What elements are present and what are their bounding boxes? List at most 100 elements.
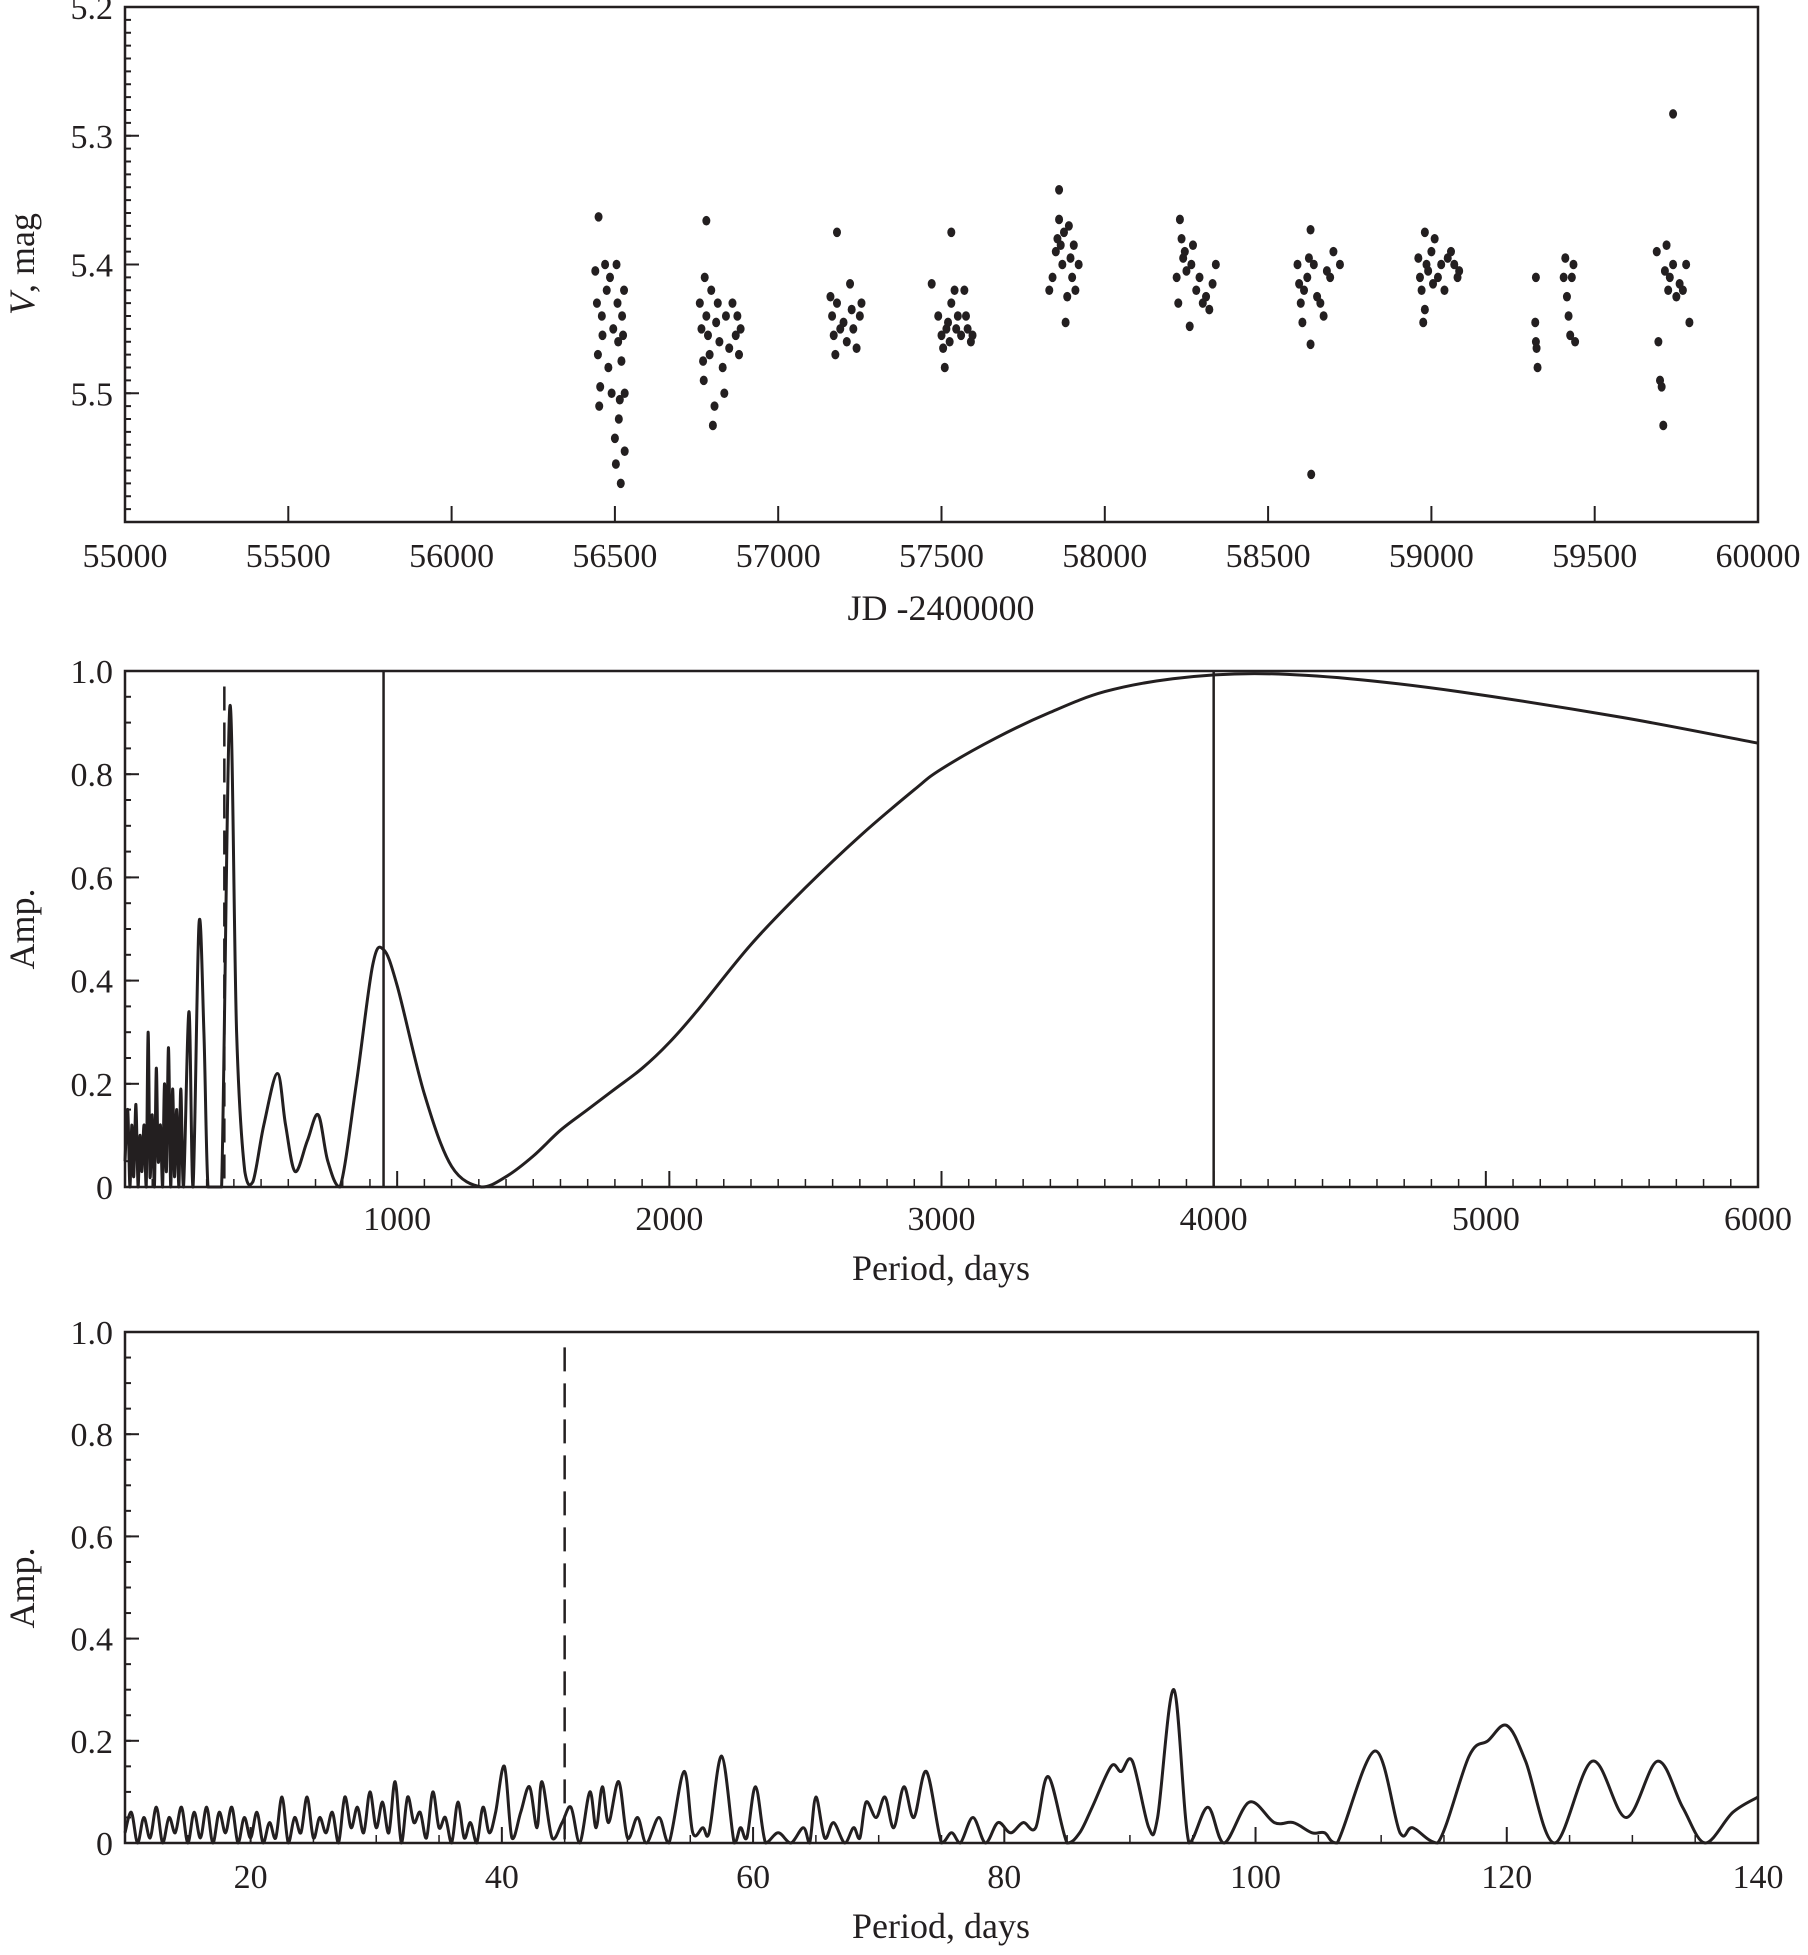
data-point	[1205, 304, 1214, 315]
x-tick-label: 6000	[1724, 1201, 1792, 1238]
x-tick-label: 60000	[1716, 538, 1801, 575]
data-point	[620, 285, 629, 296]
data-point	[1304, 253, 1313, 263]
data-point	[1298, 317, 1307, 328]
data-point	[1295, 279, 1304, 289]
data-point	[617, 356, 626, 366]
data-point	[927, 279, 936, 289]
y-tick-label: 1.0	[71, 654, 114, 691]
data-point	[1652, 246, 1661, 257]
data-point	[1420, 304, 1429, 315]
periodogram-curve	[123, 672, 1759, 1189]
data-point	[596, 382, 605, 392]
panel-periodogram-short: Period, days Amp. 0 0.2 0.4 0.6 0.8 1.0 20 40 60…	[2, 1315, 1784, 1946]
data-point	[855, 311, 864, 321]
data-point	[939, 343, 948, 353]
data-point	[1202, 291, 1211, 302]
data-point	[1562, 291, 1571, 302]
data-point	[1188, 240, 1197, 250]
x-tick-label: 80	[987, 1859, 1021, 1896]
data-point	[619, 330, 628, 341]
x-tick-label: 2000	[635, 1201, 703, 1238]
data-point	[1455, 266, 1464, 276]
x-tick-label: 57000	[736, 538, 821, 575]
data-point	[620, 388, 629, 399]
data-point	[616, 478, 625, 489]
data-point	[1450, 259, 1459, 270]
data-point	[852, 343, 861, 353]
data-point	[1660, 266, 1669, 276]
data-point	[1429, 279, 1438, 289]
y-tick-label: 0	[96, 1826, 113, 1863]
y-tick-label: 0.4	[71, 1622, 114, 1659]
data-point	[839, 317, 848, 328]
y-tick-label: 0.2	[71, 1724, 114, 1761]
data-point	[1414, 253, 1423, 263]
data-point	[1316, 298, 1325, 308]
data-point	[1055, 214, 1064, 225]
data-point	[1192, 285, 1201, 296]
data-point	[1068, 272, 1077, 283]
data-point	[1300, 285, 1309, 296]
data-point	[832, 227, 841, 238]
x-tick-label: 100	[1230, 1859, 1281, 1896]
data-point	[1669, 109, 1678, 119]
data-point	[613, 298, 622, 308]
x-axis-label: JD -2400000	[848, 588, 1035, 628]
data-point	[595, 401, 604, 411]
data-point	[1531, 317, 1540, 328]
y-axis-label: Amp.	[2, 889, 42, 970]
data-point	[1664, 285, 1673, 296]
data-point	[846, 279, 855, 289]
data-point	[721, 311, 730, 321]
data-point	[695, 298, 704, 308]
x-tick-label: 56000	[409, 538, 494, 575]
data-point	[968, 330, 977, 341]
data-point	[1303, 272, 1312, 283]
data-point	[697, 324, 706, 334]
data-point	[597, 311, 606, 321]
data-point	[1566, 330, 1575, 341]
data-point	[1657, 382, 1666, 392]
data-point	[606, 272, 615, 283]
data-point	[620, 446, 629, 456]
data-point	[1069, 240, 1078, 250]
data-point	[700, 272, 709, 283]
data-point	[1427, 246, 1436, 257]
x-tick-label: 3000	[908, 1201, 976, 1238]
x-tick-label: 140	[1733, 1859, 1784, 1896]
x-tick-label: 58500	[1226, 538, 1311, 575]
data-point	[857, 298, 866, 308]
data-point	[1419, 317, 1428, 328]
data-point	[1306, 339, 1315, 350]
data-point	[604, 362, 613, 373]
data-point	[1059, 227, 1068, 238]
x-tick-label: 60	[736, 1859, 770, 1896]
y-tick-label: 0.6	[71, 1519, 114, 1556]
x-tick-label: 20	[234, 1859, 268, 1896]
data-point	[1659, 420, 1668, 431]
data-point	[601, 259, 610, 270]
periodogram-curve	[123, 1688, 1759, 1845]
x-tick-label: 59000	[1389, 538, 1474, 575]
data-point	[615, 394, 624, 405]
y-tick-label: 0.4	[71, 964, 114, 1001]
data-point	[826, 291, 835, 302]
data-point	[609, 324, 618, 334]
data-point	[1329, 246, 1338, 257]
data-point	[1066, 253, 1075, 263]
data-point	[1061, 317, 1070, 328]
data-point	[598, 330, 607, 341]
y-tick-label: 5.4	[71, 248, 114, 285]
data-point	[728, 298, 737, 308]
data-point	[1326, 272, 1335, 283]
data-point	[702, 311, 711, 321]
data-point	[1174, 298, 1183, 308]
data-point	[950, 285, 959, 296]
plot-frame	[123, 1330, 1760, 1845]
data-point	[1185, 321, 1194, 332]
plot-frame	[123, 669, 1760, 1189]
x-tick-label: 4000	[1180, 1201, 1248, 1238]
x-tick-label: 5000	[1452, 1201, 1520, 1238]
data-point	[1208, 279, 1217, 289]
